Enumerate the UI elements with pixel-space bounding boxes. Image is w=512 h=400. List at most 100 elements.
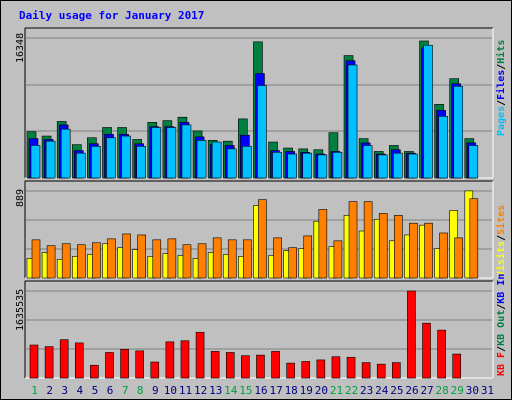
sites-bar [318,209,328,279]
pages-bar [91,146,101,179]
kbytes-bar [286,362,295,379]
kbytes-bar [210,351,220,379]
pages-bar [332,152,343,179]
day-label: 11 [179,384,192,397]
sites-bar [454,237,464,279]
kbytes-bar [407,290,416,379]
day-label: 2 [46,384,53,397]
day-label: 6 [107,384,114,397]
sites-bar [333,240,343,279]
day-label: 8 [137,384,144,397]
day-label: 25 [390,384,403,397]
day-label: 30 [466,384,479,397]
day-label: 19 [300,384,313,397]
sites-bar [348,201,358,279]
pages-bar [45,140,56,179]
day-label: 1 [31,384,38,397]
pages-bar [438,116,448,179]
kbytes-bar [361,362,371,379]
legend-separator: / [496,99,507,106]
pages-bar [136,146,146,179]
kbytes-bar [422,322,431,379]
kbytes-bar [59,339,69,379]
kbytes-bar [256,354,265,379]
legend-separator: / [496,303,507,310]
hits-ymax-label: 16348 [15,32,26,63]
pages-bar [257,85,267,179]
sites-bar [107,238,116,279]
pages-bar [181,124,192,179]
day-label: 5 [92,384,99,397]
pages-bar [211,141,222,179]
day-label: 20 [315,384,328,397]
day-label: 18 [285,384,298,397]
kbytes-bar [135,350,144,379]
kbytes-bar [105,352,114,379]
sites-bar [227,239,237,279]
sites-bar [258,199,267,279]
legend-separator: / [496,234,507,241]
sites-bar [288,247,297,279]
day-label: 24 [375,384,389,397]
kbytes-bar [225,352,235,379]
kbytes-bar [195,331,205,379]
kbytes-bar [392,362,401,379]
pages-bar [423,44,433,179]
day-label: 28 [436,384,449,397]
kbytes-bar [150,361,160,379]
pages-bar [408,153,418,179]
kbytes-bar [301,361,311,379]
sites-bar [273,237,282,279]
pages-bar [75,152,86,179]
pages-bar [453,86,464,179]
visits-ymax-label: 889 [15,188,26,207]
pages-bar [302,152,313,179]
pages-bar [347,64,358,179]
day-label: 9 [152,384,159,397]
legend-pages: Pages [496,105,507,136]
pages-bar [60,128,71,179]
kbytes-bar [331,356,341,379]
kbytes-bar [74,342,84,379]
sites-bar [303,235,313,279]
sites-bar [394,215,403,279]
pages-bar [166,127,177,179]
kbytes-bar [90,364,99,379]
sites-bar [439,232,448,279]
kbytes-bar [165,341,175,379]
kbytes-bar [316,359,326,379]
legend-files: Files [496,69,507,100]
legend-kb-out: KB Out [496,309,507,346]
pages-bar [362,145,373,179]
kbytes-bar [346,356,356,379]
kbytes-bar [241,355,250,379]
day-label: 13 [209,384,222,397]
sites-bar [409,222,418,279]
sites-bar [182,244,192,279]
day-label: 17 [269,384,282,397]
day-label: 3 [61,384,68,397]
day-label: 27 [420,384,433,397]
day-label: 26 [405,384,418,397]
kbytes-bar [376,363,386,379]
legend-kb-in: KB F [496,351,507,376]
pages-bar [468,145,479,179]
legend-separator: / [496,345,507,352]
kbytes-legend: KB F/KB Out/KB In [496,274,507,376]
kbytes-ymax-label: 1635535 [15,288,26,331]
day-label: 7 [122,384,129,397]
pages-bar [393,152,403,179]
kbytes-bar [29,344,39,379]
legend-kbf: KB In [496,273,507,304]
sites-bar [137,234,146,279]
day-label: 23 [360,384,373,397]
visits-legend: Visits/Sites [496,205,507,277]
day-label: 21 [330,384,343,397]
pages-bar [242,146,252,179]
legend-separator: / [496,63,507,70]
sites-bar [378,213,388,279]
pages-bar [106,137,116,179]
day-label: 10 [164,384,177,397]
sites-bar [243,239,252,279]
